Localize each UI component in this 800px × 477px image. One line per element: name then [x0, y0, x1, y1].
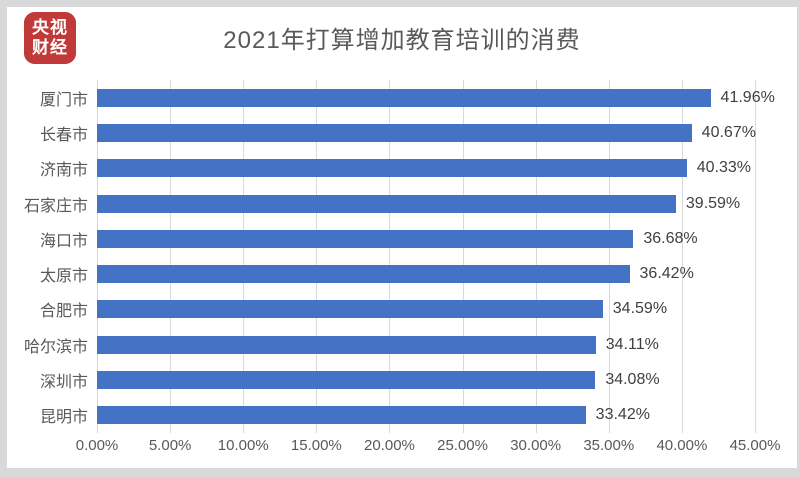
x-tick-label: 25.00% — [437, 437, 488, 454]
category-label: 海口市 — [39, 232, 88, 250]
bar — [97, 159, 687, 178]
category-label: 长春市 — [39, 126, 88, 144]
bar-row: 长春市 40.67% — [40, 115, 756, 150]
value-label: 41.96% — [720, 88, 775, 106]
category-label: 昆明市 — [39, 409, 88, 427]
bar-row: 深圳市 34.08% — [40, 362, 755, 397]
value-label: 40.33% — [696, 159, 751, 177]
gridline — [316, 80, 318, 433]
category-label: 太原市 — [39, 268, 88, 286]
chart-card: 央视 财经 2021年打算增加教育培训的消费 厦门市 41.96% 长春市 40.67… — [7, 7, 797, 468]
x-axis: 0.00% 5.00% 10.00% 15.00% 20.00% 25.00% 30.00%… — [76, 437, 781, 459]
bar — [97, 123, 692, 142]
gridline — [170, 80, 172, 433]
x-tick-label: 35.00% — [583, 437, 635, 454]
category-label: 深圳市 — [39, 374, 88, 392]
bar — [97, 194, 676, 213]
bar — [97, 371, 596, 390]
bar-row: 太原市 36.42% — [40, 257, 755, 292]
x-tick-label: 45.00% — [729, 437, 781, 454]
value-label: 34.08% — [605, 371, 660, 389]
gridline — [389, 80, 391, 433]
plot-area: 厦门市 41.96% 长春市 40.67% 济南市 40.33% 石家庄市 39.59% 海口市… — [24, 80, 775, 433]
value-label: 33.42% — [595, 406, 650, 424]
chart-title: 2021年打算增加教育培训的消费 — [223, 27, 581, 54]
bar-row: 济南市 40.33% — [40, 151, 755, 186]
value-label: 34.59% — [612, 300, 668, 318]
value-label: 34.11% — [605, 335, 659, 353]
x-tick-label: 5.00% — [148, 437, 192, 454]
bar — [97, 300, 603, 319]
category-label: 厦门市 — [39, 91, 88, 109]
gridline — [535, 80, 537, 433]
bar — [97, 229, 634, 248]
category-label: 济南市 — [39, 162, 88, 180]
gridline — [97, 80, 98, 433]
value-label: 39.59% — [685, 194, 741, 212]
bar — [97, 88, 711, 107]
bar-row: 昆明市 33.42% — [40, 398, 755, 433]
x-tick-label: 10.00% — [217, 437, 269, 454]
cctv-finance-logo: 央视 财经 — [24, 12, 76, 64]
value-label: 36.68% — [643, 229, 698, 247]
x-tick-label: 0.00% — [75, 437, 119, 454]
bar — [97, 406, 586, 425]
bar — [97, 265, 630, 284]
bar-row: 石家庄市 39.59% — [24, 186, 755, 221]
gridline — [462, 80, 464, 433]
x-tick-label: 30.00% — [510, 437, 562, 454]
bar — [97, 335, 596, 354]
gridline — [608, 80, 610, 433]
bar-row: 合肥市 34.59% — [40, 292, 755, 327]
bar-row: 海口市 36.68% — [40, 221, 755, 256]
category-label: 石家庄市 — [23, 197, 88, 215]
category-label: 合肥市 — [39, 303, 88, 321]
x-tick-label: 15.00% — [290, 437, 342, 454]
x-tick-label: 40.00% — [656, 437, 708, 454]
value-label: 36.42% — [639, 265, 694, 283]
gridline — [755, 80, 756, 433]
x-tick-label: 20.00% — [364, 437, 415, 454]
category-label: 哈尔滨市 — [23, 338, 88, 356]
gridline — [681, 80, 683, 433]
gridline — [243, 80, 245, 433]
bar-row: 厦门市 41.96% — [40, 80, 775, 115]
logo-line2: 财经 — [32, 38, 68, 57]
value-label: 40.67% — [701, 123, 756, 141]
bar-row: 哈尔滨市 34.11% — [24, 327, 755, 362]
logo-line1: 央视 — [32, 18, 68, 38]
